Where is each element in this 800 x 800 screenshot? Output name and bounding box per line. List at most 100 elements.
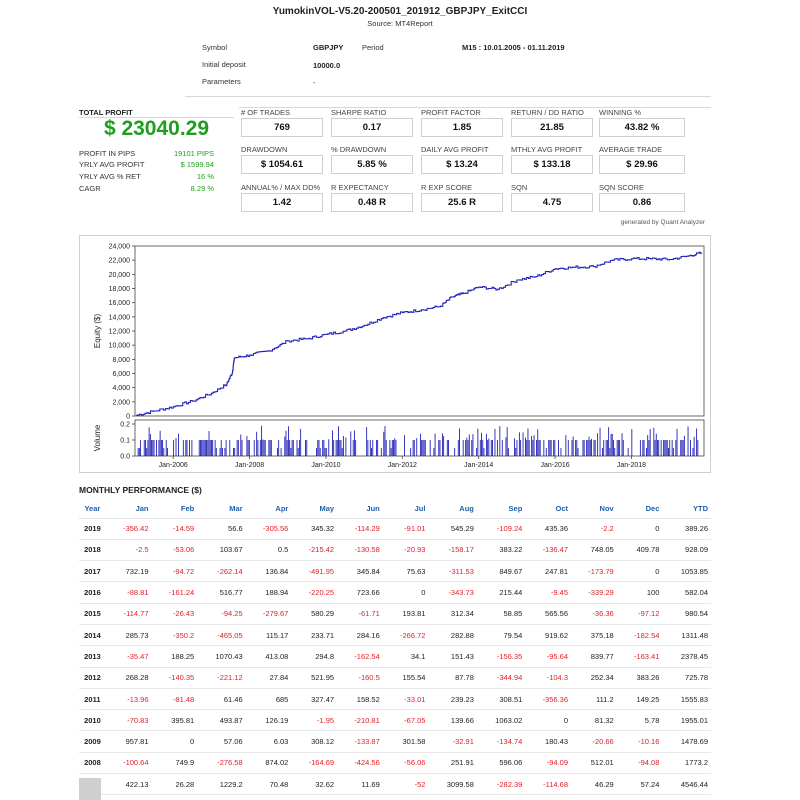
table-cell: -61.71: [337, 603, 383, 625]
table-cell: -33.01: [382, 688, 429, 711]
table-cell: -36.36: [571, 603, 617, 625]
summary-row: YRLY AVG % RET 16 %: [79, 172, 214, 181]
column-header: Apr: [245, 500, 292, 519]
equity-chart-svg: 0 2,000 4,000 6,000 8,000 10,000 12,000 14,000 1…: [93, 244, 705, 469]
stat-label-profit-factor: PROFIT FACTOR: [421, 108, 481, 117]
column-header: May: [291, 500, 338, 519]
year-cell: 2012: [79, 667, 106, 689]
y-tick-label: 2,000: [112, 399, 130, 406]
x-tick-label: Jan-2006: [159, 462, 188, 469]
table-cell: -305.56: [245, 518, 292, 540]
table-cell: 409.78: [616, 539, 663, 562]
table-cell: -210.81: [337, 709, 383, 732]
table-cell: 345.32: [291, 518, 338, 540]
table-cell: -220.25: [291, 581, 338, 604]
table-row: 2012 268.28 -140.35 -221.12 27.84 521.95 -160.…: [79, 667, 711, 689]
stat-value-r-exp-score: 25.6 R: [421, 193, 503, 212]
table-cell: 512.01: [571, 752, 617, 775]
column-header: Mar: [197, 500, 246, 519]
x-tick-label: Jan-2016: [540, 462, 569, 469]
table-cell: 849.67: [476, 560, 526, 583]
stat-label-return-dd: RETURN / DD RATIO: [511, 108, 584, 117]
stat-label-r-expectancy: R EXPECTANCY: [331, 183, 389, 192]
table-cell: 516.77: [197, 581, 246, 604]
total-profit-label: TOTAL PROFIT: [79, 108, 133, 117]
table-cell: 58.85: [476, 603, 526, 625]
table-cell: 180.43: [525, 730, 571, 753]
table-cell: -91.01: [382, 518, 429, 540]
table-cell: 115.17: [245, 624, 292, 647]
column-header: YTD: [662, 500, 711, 519]
table-cell: 375.18: [571, 624, 617, 647]
column-header: Feb: [151, 500, 198, 519]
table-cell: 308.12: [291, 730, 338, 753]
table-cell: 79.54: [476, 624, 526, 647]
table-cell: -339.29: [571, 581, 617, 604]
table-cell: 2378.45: [662, 645, 711, 668]
stat-value-drawdown: $ 1054.61: [241, 155, 323, 174]
x-tick-label: Jan-2010: [311, 462, 340, 469]
table-cell: 251.91: [428, 752, 477, 775]
report-title: YumokinVOL-V5.20-200501_201912_GBPJPY_Ex…: [272, 6, 528, 17]
table-cell: -53.06: [151, 539, 198, 562]
table-cell: 136.84: [245, 560, 292, 583]
period-value: M15 : 10.01.2005 - 01.11.2019: [462, 43, 565, 52]
summary-row-value: 8.29 %: [190, 184, 214, 193]
year-cell: 2018: [79, 539, 106, 562]
table-cell: 345.84: [337, 560, 383, 583]
year-cell: 2009: [79, 730, 106, 753]
table-cell: 25.92: [571, 794, 617, 800]
table-cell: 1311.48: [662, 624, 711, 647]
table-row: 2016 -88.81 -161.24 516.77 188.94 -220.25 723.…: [79, 581, 711, 604]
table-cell: -109.24: [476, 518, 526, 540]
table-cell: -356.36: [525, 688, 571, 711]
table-cell: 928.09: [662, 539, 711, 562]
table-cell: 1955.01: [662, 709, 711, 732]
table-cell: 0.5: [245, 539, 292, 562]
stat-label-trades: # OF TRADES: [241, 108, 291, 117]
table-cell: 980.54: [662, 603, 711, 625]
table-row: 2015 -114.77 -26.43 -94.25 -279.67 580.29 -61.…: [79, 603, 711, 625]
volume-y-tick-label: 0.2: [120, 422, 130, 429]
table-row: 2019 -356.42 -14.59 56.6 -305.56 345.32 -114.2…: [79, 518, 711, 540]
equity-chart: 0 2,000 4,000 6,000 8,000 10,000 12,000 14,000 1…: [79, 235, 711, 473]
symbol-value: GBPJPY: [313, 43, 344, 52]
table-cell: -130.58: [337, 539, 383, 562]
table-cell: -276.58: [197, 752, 246, 775]
table-cell: -104.3: [525, 667, 571, 689]
stat-label-sqn: SQN: [511, 183, 528, 192]
column-header: Year: [79, 500, 106, 519]
table-cell: -160.5: [337, 667, 383, 689]
table-cell: -10.16: [616, 730, 663, 753]
year-cell: 2013: [79, 645, 106, 668]
y-tick-label: 14,000: [109, 314, 131, 321]
table-cell: 1053.85: [662, 560, 711, 583]
parameters-value: -: [313, 78, 316, 87]
table-cell: -95.64: [525, 645, 571, 668]
volume-y-tick-label: 0.0: [120, 454, 130, 461]
year-cell: 2014: [79, 624, 106, 647]
stat-value-profit-factor: 1.85: [421, 118, 503, 137]
table-cell: -136.47: [525, 539, 571, 562]
y-tick-label: 24,000: [109, 244, 131, 251]
table-cell: 748.05: [571, 539, 617, 562]
table-cell: -32.91: [428, 730, 477, 753]
table-cell: 420.71: [291, 794, 338, 800]
table-cell: -192.74: [197, 794, 246, 800]
table-row: 2017 732.19 -94.72 -262.14 136.84 -491.95 345.…: [79, 560, 711, 583]
stat-value-pct-drawdown: 5.85 %: [331, 155, 413, 174]
table-cell: 580.29: [291, 603, 338, 625]
table-cell: -266.72: [382, 624, 429, 647]
table-cell: -81.48: [151, 688, 198, 711]
y-tick-label: 16,000: [109, 300, 131, 307]
table-cell: 395.81: [151, 709, 198, 732]
stat-value-trades: 769: [241, 118, 323, 137]
table-cell: -97.12: [616, 603, 663, 625]
table-cell: -70.83: [105, 709, 152, 732]
table-cell: 383.26: [616, 667, 663, 689]
table-cell: 284.16: [337, 624, 383, 647]
table-cell: 126.19: [245, 709, 292, 732]
table-cell: 337.51: [382, 794, 429, 800]
table-cell: -88.81: [105, 581, 152, 604]
table-cell: 521.95: [291, 667, 338, 689]
